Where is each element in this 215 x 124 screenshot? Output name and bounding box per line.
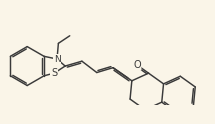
Text: S: S	[51, 68, 57, 78]
Text: O: O	[133, 60, 141, 70]
Text: N: N	[54, 55, 60, 63]
